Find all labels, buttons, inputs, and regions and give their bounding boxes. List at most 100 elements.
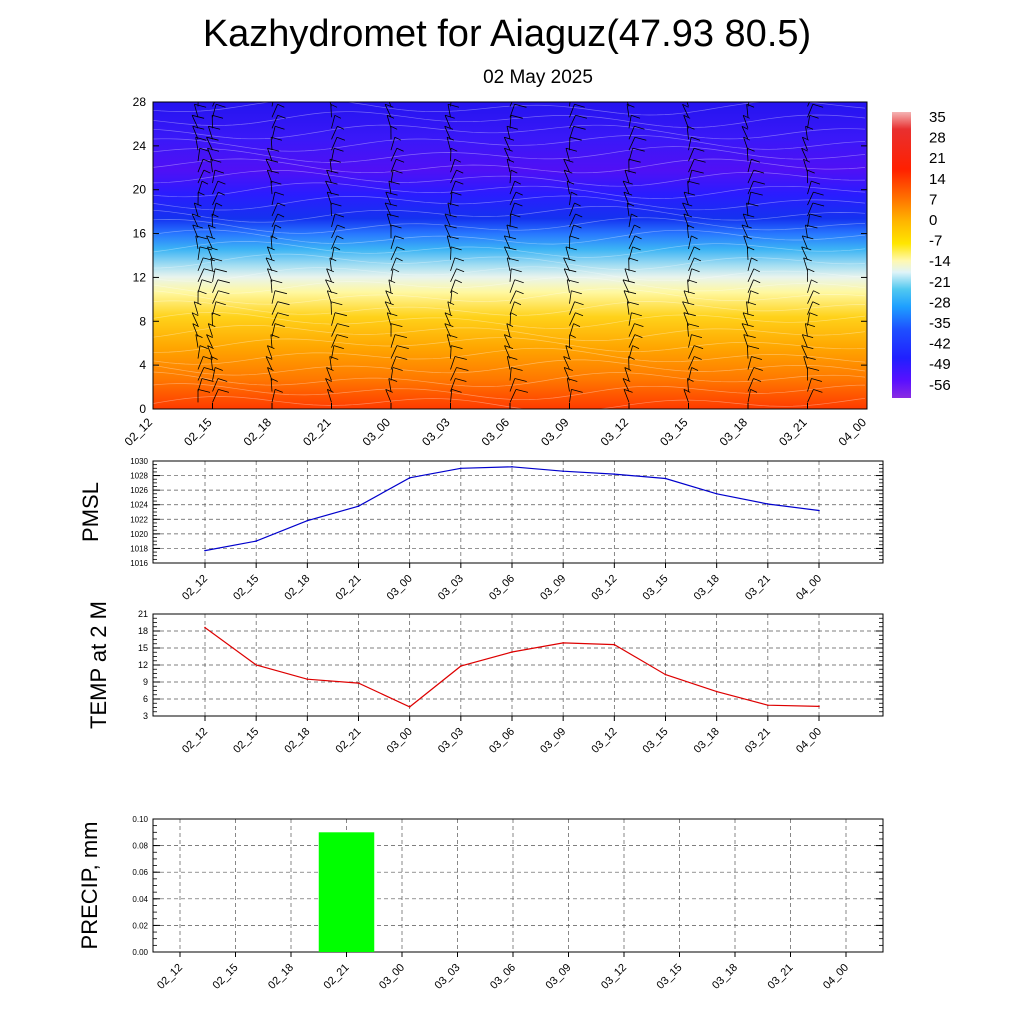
wind-barb-flag	[811, 180, 821, 185]
wind-barb	[197, 257, 204, 272]
wind-barb	[212, 378, 219, 392]
wind-barb-flag	[571, 389, 583, 393]
wind-barb-flag	[813, 93, 824, 96]
wind-barb	[390, 356, 397, 370]
wind-barb	[192, 323, 199, 337]
wind-barb-flag	[807, 268, 815, 273]
y-tick-label: 1016	[130, 559, 148, 568]
data-point	[255, 540, 257, 542]
wind-barb	[569, 290, 572, 304]
y-axis-title: PRECIP, mm	[77, 822, 102, 950]
wind-barb	[447, 301, 451, 315]
wind-barb-flag	[215, 202, 223, 207]
wind-barb-flag	[270, 378, 278, 382]
wind-barb	[687, 323, 689, 337]
wind-barb-flag	[504, 136, 515, 141]
heatmap-overlay	[153, 93, 866, 409]
wind-barb-flag	[575, 114, 588, 119]
wind-barb	[683, 290, 689, 304]
wind-barb-flag	[274, 290, 287, 295]
y-tick-label: 20	[133, 183, 147, 197]
wind-barb	[569, 126, 575, 140]
wind-barb	[503, 334, 511, 348]
wind-barb	[450, 268, 457, 282]
y-tick-label: 0	[139, 402, 146, 416]
wind-barb	[385, 389, 392, 403]
wind-barb	[746, 148, 749, 162]
wind-barb-flag	[811, 279, 818, 284]
wind-barb	[384, 202, 392, 217]
wind-barb-flag	[265, 257, 275, 262]
wind-barb	[212, 202, 217, 217]
wind-barb-flag	[218, 191, 225, 196]
chart-subtitle: 02 May 2025	[483, 67, 593, 88]
wind-barb-flag	[691, 235, 698, 240]
wind-barb	[195, 235, 199, 249]
data-point	[562, 642, 564, 644]
x-tick-label: 02_12	[155, 962, 185, 992]
wind-barb	[197, 356, 204, 370]
wind-barb-flag	[811, 378, 823, 382]
x-tick-label: 03_12	[589, 726, 619, 756]
wind-barb-flag	[631, 213, 638, 218]
temp-panel: 02_12 02_15 02_18 02_21 03_00 03_03 03_06 03_09…	[86, 601, 884, 756]
wind-barb-flag	[274, 125, 285, 130]
colorbar-label: 0	[929, 212, 937, 229]
wind-barb	[688, 268, 692, 282]
y-tick-label: 6	[143, 694, 148, 704]
wind-barb-flag	[456, 169, 464, 174]
wind-barb	[683, 213, 689, 228]
wind-barb	[271, 202, 278, 217]
x-tick-label: 03_18	[692, 573, 722, 603]
data-point	[818, 705, 820, 708]
x-tick-label: 03_12	[599, 962, 629, 992]
wind-barb	[444, 323, 451, 337]
wind-barb	[446, 137, 451, 151]
wind-barb-flag	[751, 93, 760, 96]
contour-line	[153, 347, 866, 365]
wind-barb-flag	[687, 180, 700, 185]
wind-barb-flag	[454, 158, 461, 163]
wind-barb-flag	[326, 169, 339, 174]
wind-barb-flag	[682, 103, 689, 108]
wind-barb-flag	[333, 246, 341, 251]
wind-barb-flag	[565, 246, 577, 251]
wind-barb	[622, 180, 630, 195]
wind-barb-flag	[214, 169, 225, 174]
wind-barb-flag	[270, 136, 283, 141]
wind-barb	[563, 356, 570, 370]
wind-barb-flag	[267, 345, 275, 349]
data-point	[408, 477, 411, 479]
wind-barb	[623, 389, 630, 403]
wind-barb	[390, 268, 394, 282]
wind-barb-flag	[634, 224, 641, 229]
wind-barb-flag	[743, 136, 751, 141]
wind-barb-flag	[563, 356, 571, 360]
x-tick-label: 04_00	[794, 573, 824, 603]
wind-barb	[390, 137, 396, 151]
wind-barb-flag	[514, 279, 524, 284]
wind-barb-flag	[515, 290, 524, 295]
wind-barb	[805, 224, 808, 239]
wind-barb-flag	[199, 147, 209, 152]
x-tick-label: 02_18	[282, 573, 312, 603]
wind-barb	[267, 268, 273, 282]
wind-barb-flag	[807, 367, 820, 371]
wind-barb-flag	[634, 136, 647, 141]
contour-line	[153, 195, 866, 211]
wind-barb-flag	[753, 378, 762, 382]
wind-barb	[628, 148, 634, 162]
wind-barb-flag	[801, 147, 808, 152]
wind-barb	[569, 202, 575, 217]
x-tick-label: 02_15	[181, 415, 215, 449]
wind-barb-flag	[394, 334, 407, 338]
wind-barb-flag	[447, 103, 460, 108]
wind-barb-flag	[753, 180, 766, 185]
wind-barb-flag	[813, 191, 824, 196]
contour-line	[153, 169, 866, 187]
wind-barb	[330, 202, 332, 217]
wind-barb	[683, 389, 689, 403]
y-tick-label: 1024	[130, 501, 148, 510]
wind-barb-flag	[753, 279, 761, 284]
wind-barb	[210, 257, 213, 271]
